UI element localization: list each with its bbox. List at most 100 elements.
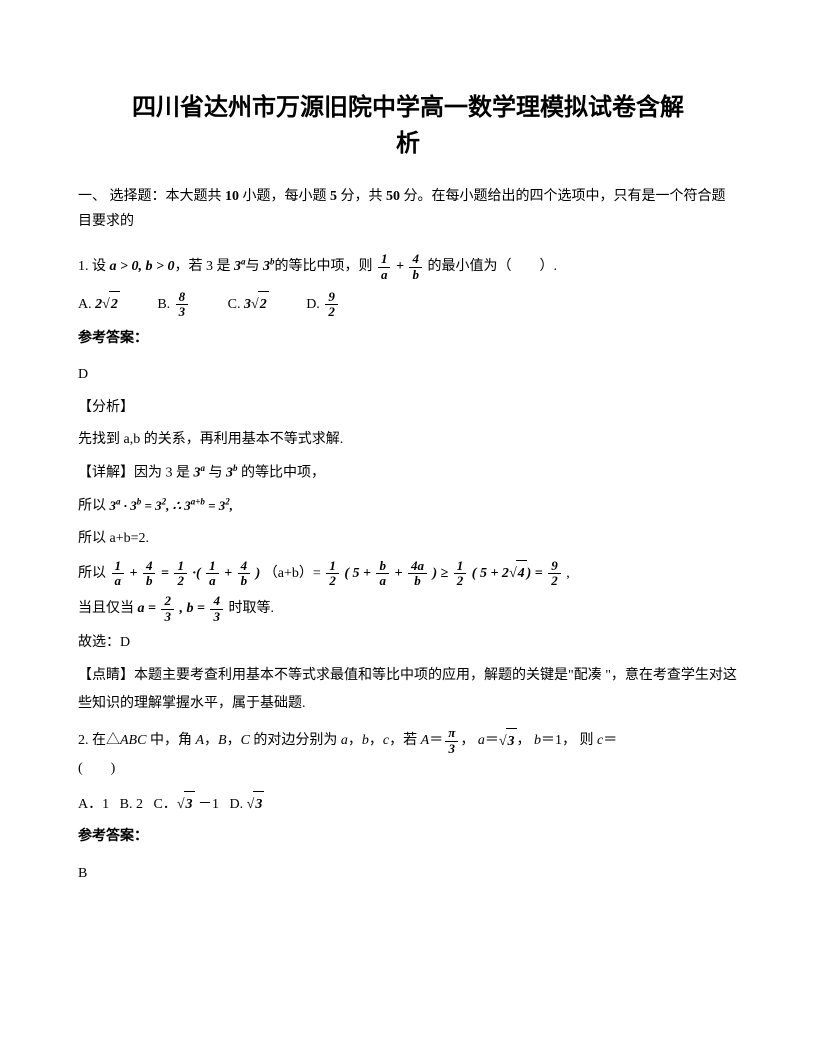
- e-ba-n: b: [376, 559, 389, 573]
- q2-C: C: [241, 734, 250, 749]
- q1-so1-t: 所以: [78, 499, 106, 514]
- q2-optC-post: －1: [195, 797, 220, 812]
- q1-xj-3b-e: b: [233, 463, 238, 473]
- q1-3a-base: 3: [234, 259, 241, 274]
- e-a: a: [112, 573, 125, 588]
- q1-answer: D: [78, 358, 738, 389]
- q1-optD-d: 2: [325, 304, 338, 319]
- q1-optB: B. 83: [157, 290, 190, 320]
- q1-stem: 1. 设 a > 0, b > 0，若 3 是 3a与 3b的等比中项，则 1a…: [78, 252, 738, 282]
- q2-c1: ，: [204, 734, 218, 749]
- q1-frac-4b: 4b: [409, 252, 422, 282]
- q1-frac-1a-d: a: [378, 267, 391, 282]
- q2-frac-pi3: π3: [445, 726, 458, 756]
- q2-tb: 中，角: [146, 734, 195, 749]
- e2-1: 1: [206, 559, 219, 573]
- q2-optC-rad: 3: [184, 791, 195, 819]
- e-p3: +: [394, 566, 402, 581]
- q1-optA-coef: 2: [95, 297, 102, 312]
- q1-mid1: ，若 3 是: [174, 259, 230, 274]
- e-ab: （a+b）=: [264, 566, 321, 581]
- e-h1: 1: [174, 559, 187, 573]
- e-ge: ) ≥: [432, 566, 448, 581]
- e-b: b: [143, 573, 156, 588]
- q1-optA: A. 22: [78, 291, 120, 319]
- q1-mid3: 的等比中项，则: [274, 259, 372, 274]
- q1-answer-label: 参考答案：: [78, 326, 738, 353]
- q1-optD: D. 92: [306, 290, 340, 320]
- q1-frac-1a: 1a: [378, 252, 391, 282]
- e-92d: 2: [548, 573, 561, 588]
- dq-an: 2: [161, 594, 174, 608]
- q1-options: A. 22 B. 83 C. 32 D. 92: [78, 290, 738, 320]
- q1-optC-pre: C.: [228, 297, 244, 312]
- q2-beq: b: [534, 734, 541, 749]
- q1-optD-pre: D.: [306, 297, 323, 312]
- q2-c5: ，: [460, 734, 474, 749]
- q1-optB-pre: B.: [157, 297, 173, 312]
- q2-b1: ＝1， 则: [541, 734, 597, 749]
- q1-optC-coef: 3: [244, 297, 251, 312]
- e4-h1: 1: [454, 559, 467, 573]
- q2-eq2: ＝: [485, 734, 499, 749]
- dq-post: 时取等.: [228, 601, 274, 616]
- q2-tc: 的对边分别为: [250, 734, 341, 749]
- q1-dianjing: 【点睛】本题主要考查利用基本不等式求最值和等比中项的应用，解题的关键是"配凑 "…: [78, 662, 738, 718]
- q1-analysis-label: 【分析】: [78, 395, 738, 422]
- q2-b: b: [362, 734, 369, 749]
- q1-num: 1.: [78, 259, 89, 274]
- q2-options: A．1 B. 2 C．3 －1 D. 3: [78, 791, 738, 819]
- dq-ad: 3: [161, 609, 174, 624]
- sec-n3: 50: [386, 189, 400, 204]
- q1-mid4: 的最小值为（ ）.: [427, 259, 557, 274]
- q1-optC: C. 32: [228, 291, 269, 319]
- q2-3: 3: [445, 741, 458, 756]
- dq-bn: 4: [210, 594, 223, 608]
- e-comma: ,: [566, 566, 570, 581]
- q1-so2-t: 所以: [78, 566, 106, 581]
- q2-pi: π: [445, 726, 458, 740]
- e-rclose: ) =: [527, 566, 543, 581]
- e3-h1: 1: [326, 559, 339, 573]
- e-4: 4: [143, 559, 156, 573]
- q1-big-expr2: 12 ( 5 + ba + 4ab ) ≥ 12 ( 5 + 24) = 92: [324, 566, 566, 581]
- q1-so1: 所以 3a · 3b = 32, ∴ 3a+b = 32,: [78, 493, 738, 520]
- q1-optB-d: 3: [176, 304, 189, 319]
- dq-pre: 当且仅当: [78, 601, 134, 616]
- q1-big-expr: 1a + 4b = 12 ·( 1a + 4b ): [110, 566, 264, 581]
- title-line1: 四川省达州市万源旧院中学高一数学理模拟试卷含解: [132, 95, 684, 121]
- q1-xj-mid: 与: [209, 466, 223, 481]
- q1-optA-rad: 2: [109, 291, 120, 319]
- e-ropen: ( 5 + 2: [472, 566, 509, 581]
- q2-optD-sqrt: 3: [247, 791, 265, 819]
- e-1: 1: [112, 559, 125, 573]
- e2-4: 4: [238, 559, 251, 573]
- q1-xj-pre: 【详解】因为 3 是: [78, 466, 190, 481]
- q2-c2: ，: [227, 734, 241, 749]
- q1-optC-rad: 2: [258, 291, 269, 319]
- dq-mid: , b =: [179, 601, 204, 616]
- q2-stem: 2. 在△ABC 中，角 A，B，C 的对边分别为 a，b，c，若 A＝π3， …: [78, 726, 738, 782]
- q2-optA: A．1: [78, 797, 109, 812]
- q2-answer: B: [78, 857, 738, 888]
- q2-optD-pre: D.: [230, 797, 247, 812]
- q2-ta: 在△: [89, 734, 121, 749]
- q1-optB-frac: 83: [176, 290, 189, 320]
- q2-ABC: ABC: [120, 734, 146, 749]
- q2-B: B: [218, 734, 227, 749]
- q1-dangqie: 当且仅当 a = 23 , b = 43 时取等.: [78, 594, 738, 624]
- q2-paren: ( ): [78, 761, 115, 776]
- doc-title: 四川省达州市万源旧院中学高一数学理模拟试卷含解 析: [78, 90, 738, 162]
- q1-optB-n: 8: [176, 290, 189, 304]
- e-h2: 2: [174, 573, 187, 588]
- q1-xj-post: 的等比中项，: [241, 466, 325, 481]
- q2-optB: B. 2: [120, 797, 143, 812]
- q1-frac-4b-n: 4: [409, 252, 422, 266]
- q2-aeq: a: [478, 734, 485, 749]
- q2-a: a: [341, 734, 348, 749]
- q1-analysis-text: 先找到 a,b 的关系，再利用基本不等式求解.: [78, 427, 738, 454]
- q1-xj-3a-e: a: [201, 463, 206, 473]
- e-4a-n: 4a: [408, 559, 427, 573]
- q2-td: ，若: [389, 734, 421, 749]
- e-p1: +: [130, 566, 138, 581]
